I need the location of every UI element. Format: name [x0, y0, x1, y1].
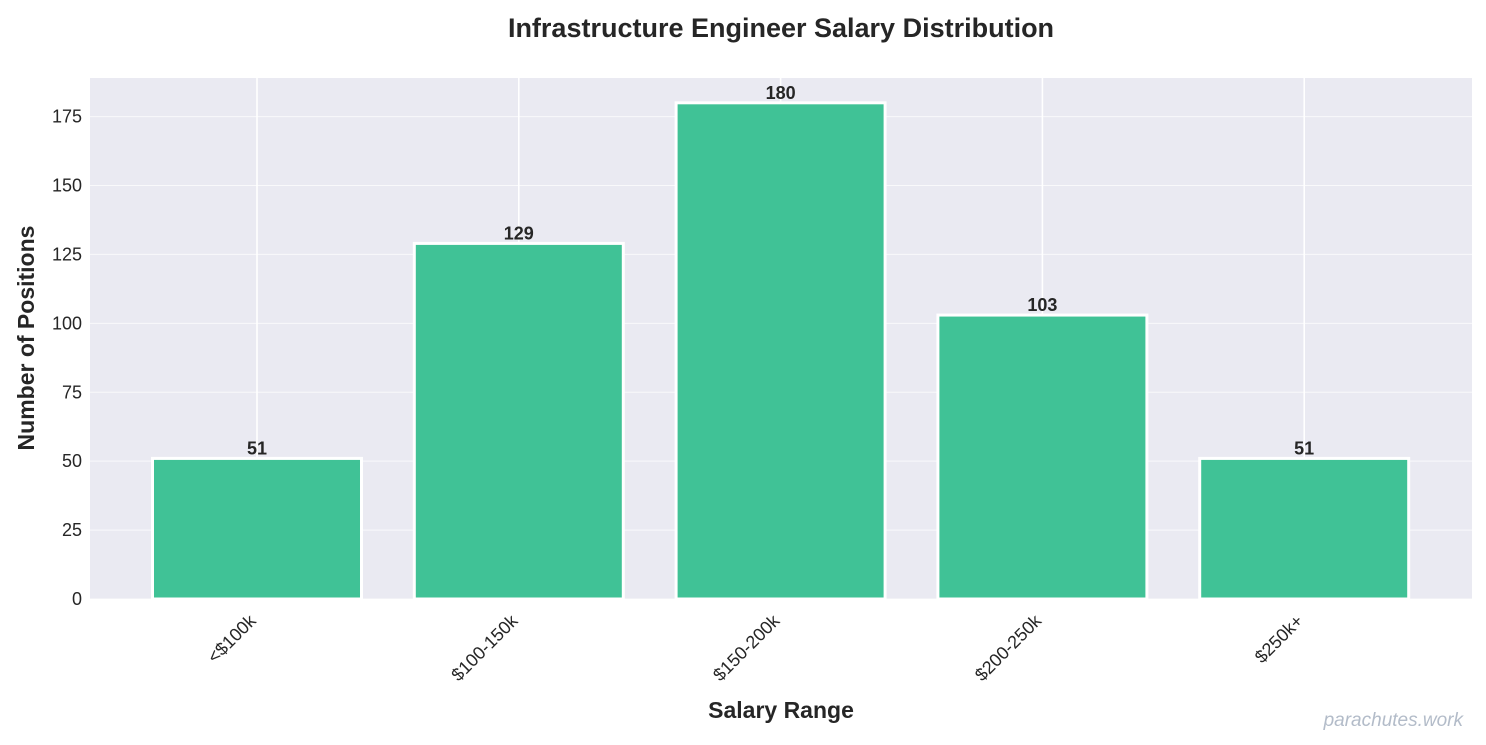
x-tick-label: $150-200k — [709, 610, 784, 685]
y-tick-label: 150 — [52, 176, 82, 196]
bar — [674, 101, 887, 601]
y-axis-label: Number of Positions — [13, 226, 39, 451]
y-tick-label: 175 — [52, 107, 82, 127]
y-tick-label: 25 — [62, 520, 82, 540]
data-label: 129 — [504, 223, 534, 243]
x-tick-label: <$100k — [204, 610, 261, 667]
x-axis-ticks: <$100k $100-150k $150-200k $200-250k $250k+ — [204, 610, 1307, 685]
data-labels: 51 129 180 103 51 — [247, 83, 1314, 459]
data-label: 103 — [1027, 295, 1057, 315]
bars — [151, 101, 1411, 601]
x-tick-label: $100-150k — [447, 610, 522, 685]
y-axis-ticks: 0 25 50 75 100 125 150 175 — [52, 107, 82, 609]
watermark: parachutes.work — [1323, 710, 1465, 731]
y-tick-label: 100 — [52, 313, 82, 333]
bar — [412, 241, 625, 601]
data-label: 51 — [1294, 438, 1314, 458]
data-label: 180 — [766, 83, 796, 103]
x-tick-label: $200-250k — [971, 610, 1046, 685]
chart-title: Infrastructure Engineer Salary Distribut… — [508, 13, 1054, 43]
bar — [151, 456, 363, 601]
y-tick-label: 0 — [72, 589, 82, 609]
y-tick-label: 50 — [62, 451, 82, 471]
bar — [936, 313, 1149, 601]
y-tick-label: 75 — [62, 382, 82, 402]
x-tick-label: $250k+ — [1251, 611, 1307, 667]
data-label: 51 — [247, 438, 267, 458]
bar — [1198, 456, 1411, 601]
x-axis-label: Salary Range — [708, 697, 854, 723]
y-tick-label: 125 — [52, 244, 82, 264]
